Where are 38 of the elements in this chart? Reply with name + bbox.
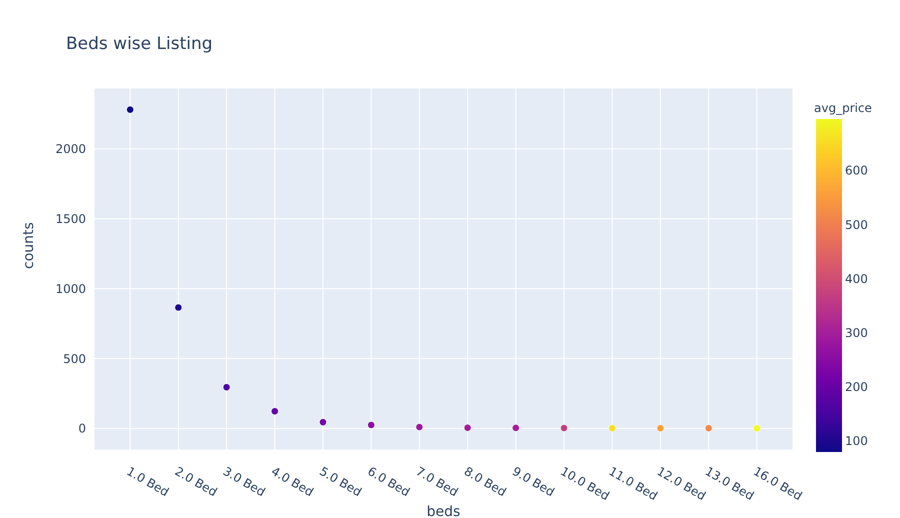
y-tick-label: 500	[63, 352, 86, 366]
y-tick-label: 0	[78, 422, 86, 436]
point	[416, 423, 424, 431]
point	[608, 424, 616, 432]
x-tick-label: 8.0 Bed	[462, 464, 509, 500]
x-tick-label: 6.0 Bed	[365, 464, 412, 500]
color-bar-label: 400	[845, 272, 868, 286]
point	[271, 408, 279, 416]
color-bar-label: 500	[845, 218, 868, 232]
x-tick-label: 4.0 Bed	[268, 464, 316, 500]
point	[753, 424, 761, 432]
x-tick-label: 2.0 Bed	[172, 464, 220, 500]
x-axis-title: beds	[426, 504, 460, 518]
x-tick-label: 5.0 Bed	[317, 464, 364, 500]
color-bar-label: 600	[845, 164, 868, 178]
point	[174, 304, 182, 312]
chart-title: Beds wise Listing	[66, 34, 213, 54]
color-bar-title: avg_price	[814, 101, 872, 115]
color-bar-label: 100	[845, 434, 868, 448]
point	[464, 424, 472, 432]
x-tick-label: 3.0 Bed	[220, 464, 268, 500]
color-bar-label: 300	[845, 326, 868, 340]
color-bar-label: 200	[845, 380, 868, 394]
x-tick-label: 7.0 Bed	[414, 464, 460, 500]
point	[560, 424, 568, 432]
y-tick-label: 1500	[55, 212, 86, 226]
point	[222, 383, 230, 391]
y-tick-label: 1000	[55, 282, 86, 296]
point	[656, 424, 664, 432]
x-tick-label: 9.0 Bed	[510, 464, 557, 500]
point	[126, 106, 134, 114]
y-axis-title: counts	[20, 222, 37, 269]
point	[319, 418, 327, 426]
point	[704, 424, 712, 432]
x-tick-label: 1.0 Bed	[124, 464, 172, 500]
y-tick-label: 2000	[55, 142, 86, 156]
point	[367, 421, 375, 429]
point	[512, 424, 520, 432]
